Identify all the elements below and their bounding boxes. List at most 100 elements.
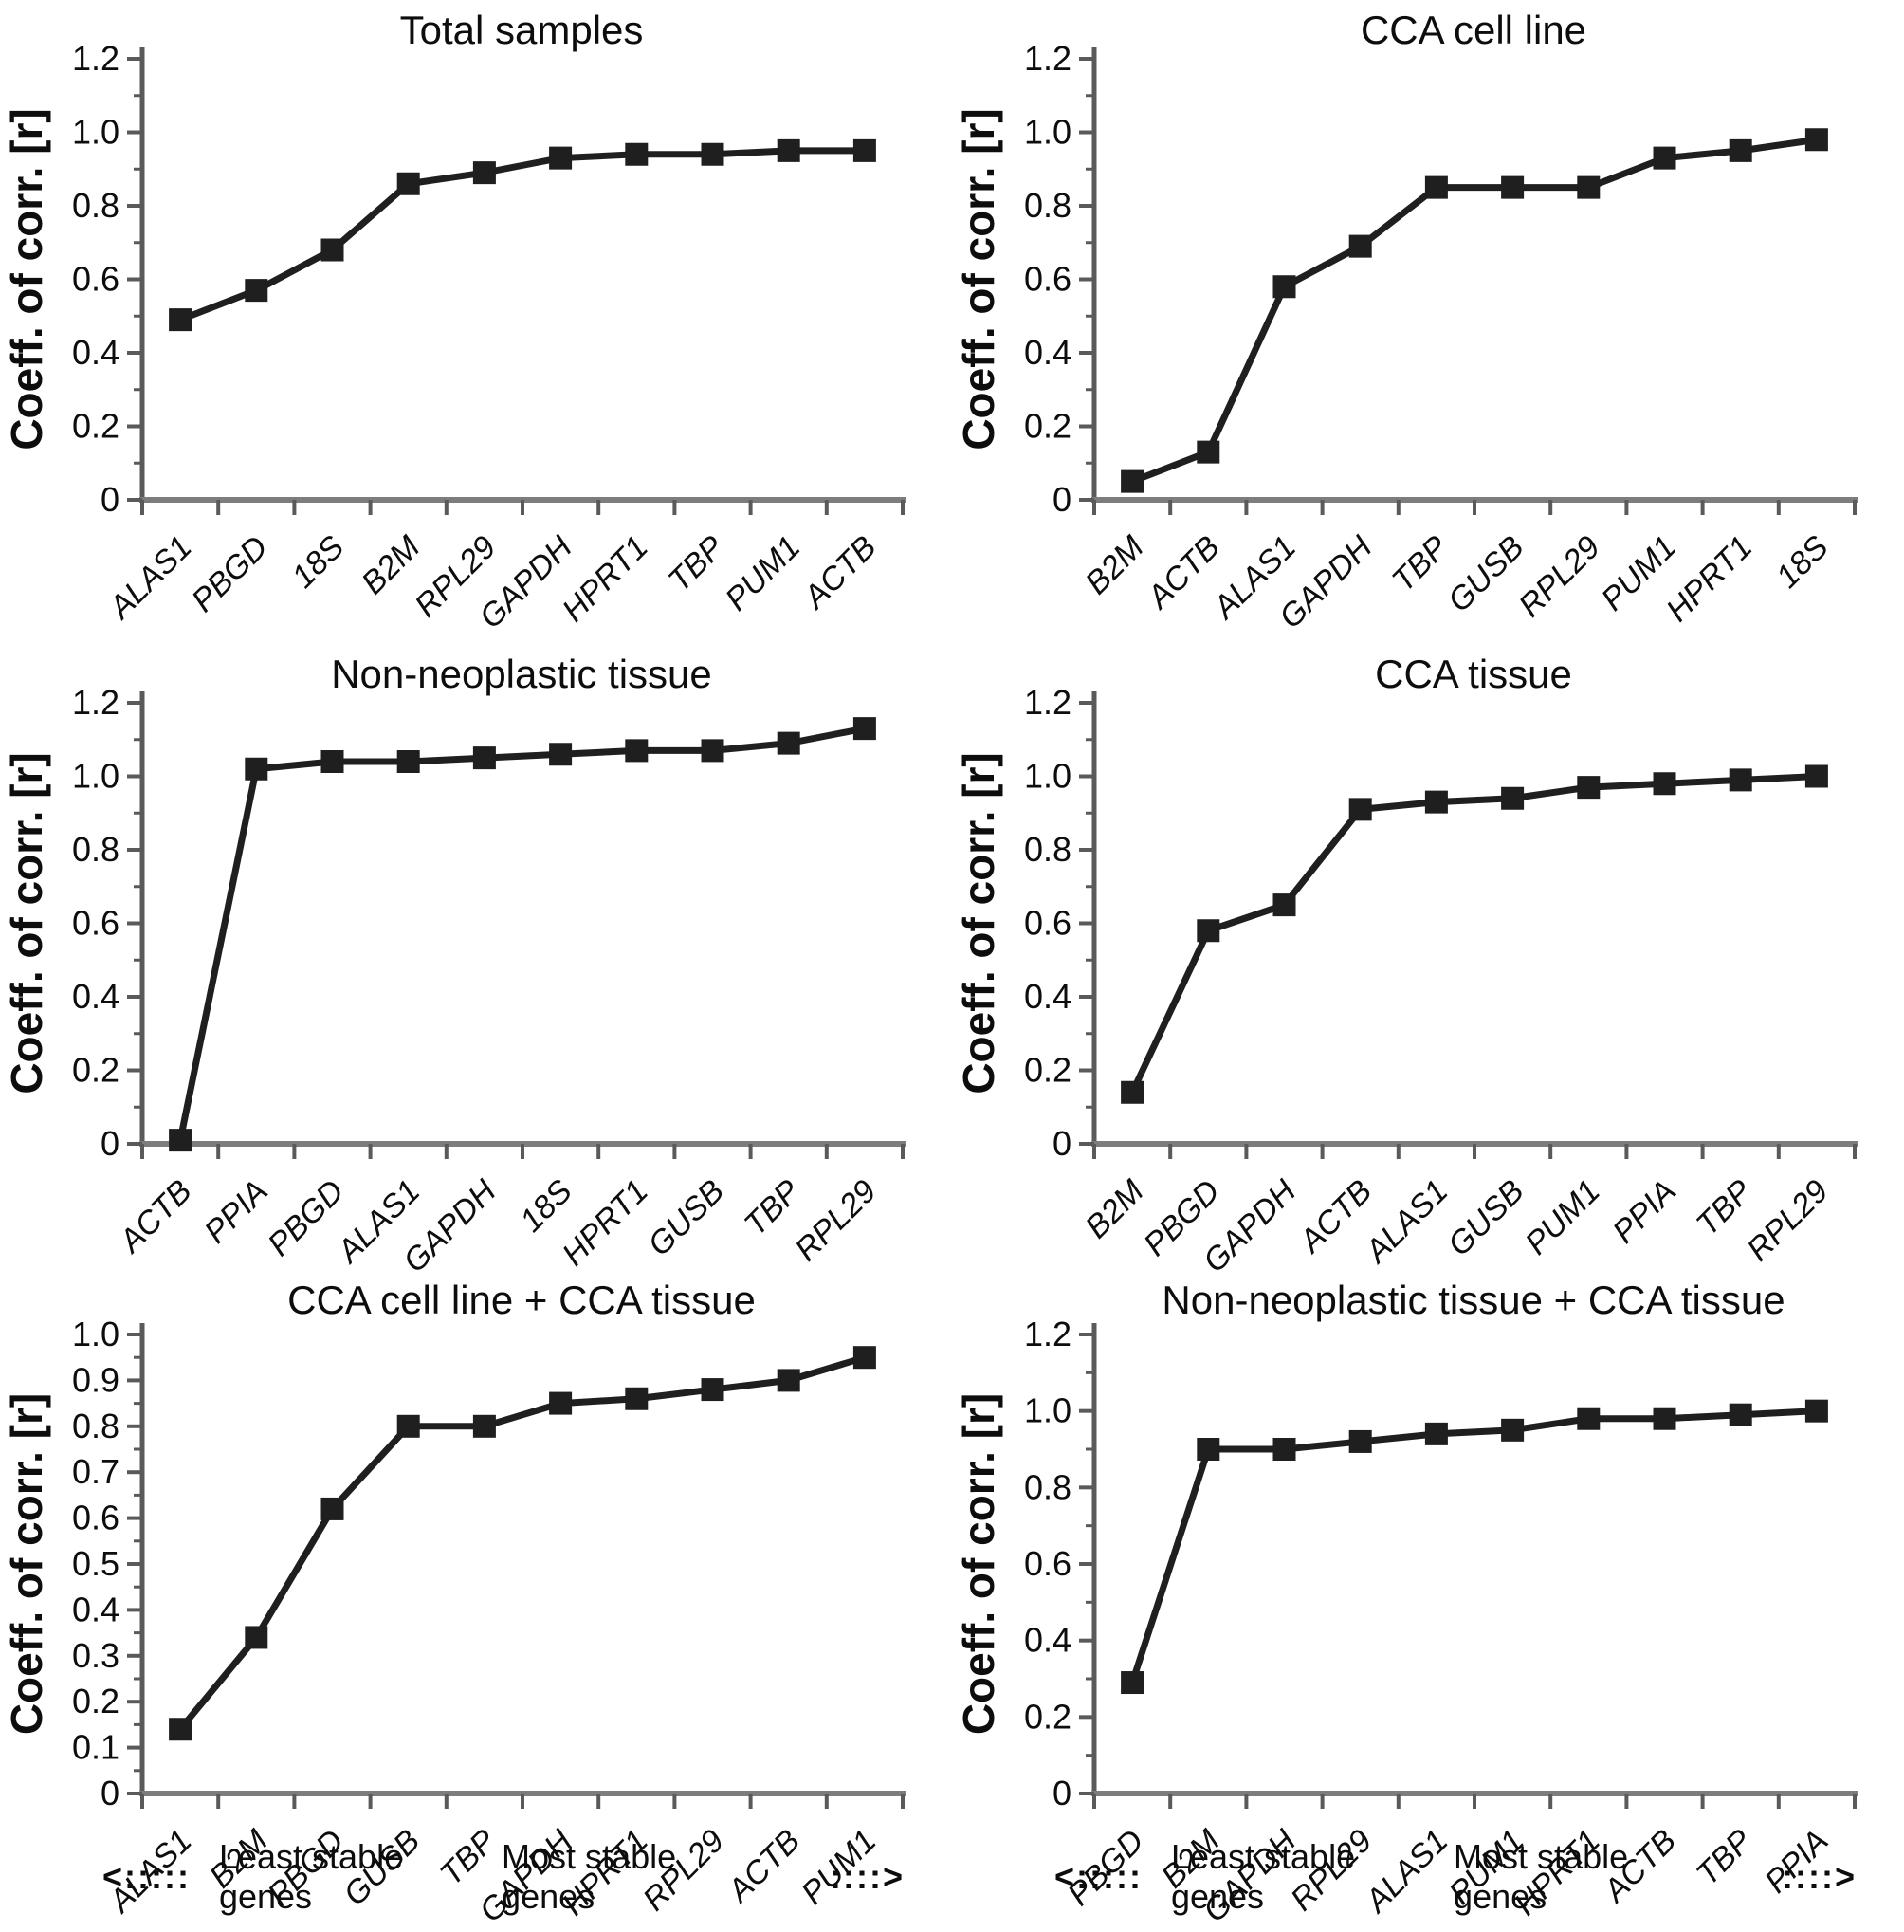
data-point-18s: [1804, 128, 1828, 152]
y-tick-label: 0: [1053, 480, 1071, 519]
x-tick-label-actb: ACTB: [796, 529, 883, 616]
most-stable-label: Most stable genes: [502, 1837, 677, 1916]
y-tick-label: 0.8: [1024, 186, 1071, 225]
data-line: [176, 725, 866, 1141]
x-tick-label-hprt1: HPRT1: [1659, 529, 1759, 629]
data-point-actb: [852, 138, 876, 162]
y-tick-label: 0.4: [1024, 333, 1071, 372]
data-point-b2m: [1121, 469, 1144, 493]
x-tick-label-rpl29: RPL29: [1512, 529, 1607, 624]
x-tick-label-18s: 18S: [1769, 529, 1836, 596]
data-line: [1128, 773, 1818, 1095]
left-arrow-icon: <:::::: [102, 1857, 191, 1896]
y-tick-label: 0.8: [72, 830, 119, 869]
data-point-alas1: [1424, 790, 1448, 814]
cca-cell-line-plot: Coeff. of corr. [r] 00.20.40.60.81.01.2B…: [954, 39, 1858, 635]
panel-title: CCA cell line + CCA tissue: [287, 1278, 756, 1322]
x-tick-label-ppia: PPIA: [1605, 1173, 1683, 1251]
y-tick-label: 0.8: [72, 186, 119, 225]
x-tick-label-tbp: TBP: [1385, 529, 1455, 599]
y-tick-label: 0.2: [1024, 1697, 1071, 1736]
data-line: [1130, 136, 1818, 485]
data-point-rpl29: [1804, 764, 1828, 788]
data-line: [177, 1353, 866, 1732]
y-tick-label: 0.9: [72, 1360, 119, 1399]
y-axis-title: Coeff. of corr. [r]: [954, 752, 1003, 1094]
y-tick-label: 0.8: [72, 1407, 119, 1445]
non-neoplastic-plus-cca-tissue-plot: Coeff. of corr. [r] 00.20.40.60.81.01.2P…: [954, 1315, 1858, 1929]
y-tick-label: 0.4: [72, 1590, 119, 1628]
data-point-hprt1: [1729, 138, 1752, 162]
y-axis-title: Coeff. of corr. [r]: [2, 108, 51, 450]
panel-cca-cell-line: CCA cell line Coeff. of corr. [r] 0 0.2 0.…: [952, 0, 1904, 644]
panel-cca-tissue: CCA tissue Coeff. of corr. [r] 0 0.2 0.4 0.…: [952, 644, 1904, 1270]
data-point-gusb: [1501, 175, 1525, 199]
y-tick-label: 1.2: [1024, 683, 1071, 722]
data-point-alas1: [1272, 275, 1296, 299]
x-tick-label-pum1: PUM1: [1518, 1173, 1607, 1262]
y-tick-label: 0.5: [72, 1544, 119, 1583]
data-point-pbgd: [1121, 1671, 1144, 1695]
data-point-pbgd: [245, 279, 268, 303]
x-tick-label-tbp: TBP: [738, 1173, 808, 1243]
y-tick-label: 1.2: [1024, 1315, 1071, 1353]
x-tick-label-hprt1: HPRT1: [556, 529, 655, 629]
data-point-tbp: [472, 1414, 496, 1438]
data-point-actb: [777, 1369, 800, 1392]
data-point-alas1: [169, 1718, 192, 1741]
non-neoplastic-tissue-plot: Coeff. of corr. [r] 0 0.2 0.4 0.6 0.8 1.0 1.2 A…: [2, 683, 906, 1270]
data-point-tbp: [1729, 768, 1752, 792]
y-tick-label: 1.0: [1024, 113, 1071, 152]
data-point-hprt1: [1577, 1407, 1601, 1430]
x-tick-label-rpl29: RPL29: [788, 1173, 883, 1268]
panel-title: CCA tissue: [1375, 652, 1572, 696]
y-tick-label: 0.8: [1024, 830, 1071, 869]
y-tick-label: 0.3: [72, 1636, 119, 1675]
data-point-hprt1: [625, 1387, 649, 1410]
y-tick-label: 0.4: [1024, 977, 1071, 1016]
y-axis-title: Coeff. of corr. [r]: [954, 1393, 1003, 1735]
y-tick-label: 0.6: [1024, 260, 1071, 299]
y-tick-label: 0.6: [72, 1499, 119, 1537]
y-tick-label: 0.4: [72, 333, 119, 372]
data-point-actb: [169, 1129, 192, 1152]
x-tick-label-actb: ACTB: [111, 1173, 198, 1260]
y-tick-label: 1.2: [72, 39, 119, 78]
data-point-ppia: [1804, 1399, 1828, 1423]
data-point-pbgd: [1197, 919, 1220, 943]
panel-title: Total samples: [399, 8, 644, 52]
data-point-hprt1: [625, 142, 649, 166]
data-point-gapdh: [1348, 234, 1372, 258]
panel-title: CCA cell line: [1360, 8, 1587, 52]
data-point-b2m: [1121, 1080, 1144, 1104]
most-stable-label: Most stable genes: [1454, 1837, 1629, 1916]
data-point-alas1: [396, 750, 420, 773]
stability-legend: <::::: Least stable genes Most stable ge…: [1054, 1837, 1857, 1917]
y-tick-label: 0.2: [1024, 407, 1071, 446]
data-point-b2m: [1197, 1438, 1220, 1461]
y-tick-label: 0.4: [1024, 1621, 1071, 1660]
data-point-tbp: [1424, 175, 1448, 199]
data-point-rpl29: [472, 161, 496, 185]
data-point-pum1: [1501, 1418, 1525, 1442]
y-tick-label: 0.6: [1024, 1544, 1071, 1583]
y-axis-title: Coeff. of corr. [r]: [2, 1393, 51, 1735]
data-point-rpl29: [701, 1378, 724, 1402]
x-tick-label-18s: 18S: [285, 529, 352, 596]
x-tick-label-gusb: GUSB: [641, 1173, 731, 1263]
data-point-alas1: [169, 308, 192, 332]
right-arrow-icon: ::::>: [830, 1857, 905, 1896]
data-point-actb: [1197, 440, 1220, 464]
data-point-tbp: [1729, 1403, 1752, 1426]
x-tick-label-rpl29: RPL29: [1740, 1173, 1835, 1268]
data-point-tbp: [777, 731, 800, 755]
y-tick-label: 0.4: [72, 977, 119, 1016]
x-tick-label-hprt1: HPRT1: [556, 1173, 655, 1270]
data-point-ppia: [1653, 772, 1676, 796]
left-arrow-icon: <:::::: [1054, 1857, 1143, 1896]
data-point-pbgd: [320, 750, 344, 773]
x-tick-label-pbgd: PBGD: [185, 529, 275, 619]
y-tick-label: 1.0: [72, 113, 119, 152]
data-point-hprt1: [625, 739, 649, 763]
